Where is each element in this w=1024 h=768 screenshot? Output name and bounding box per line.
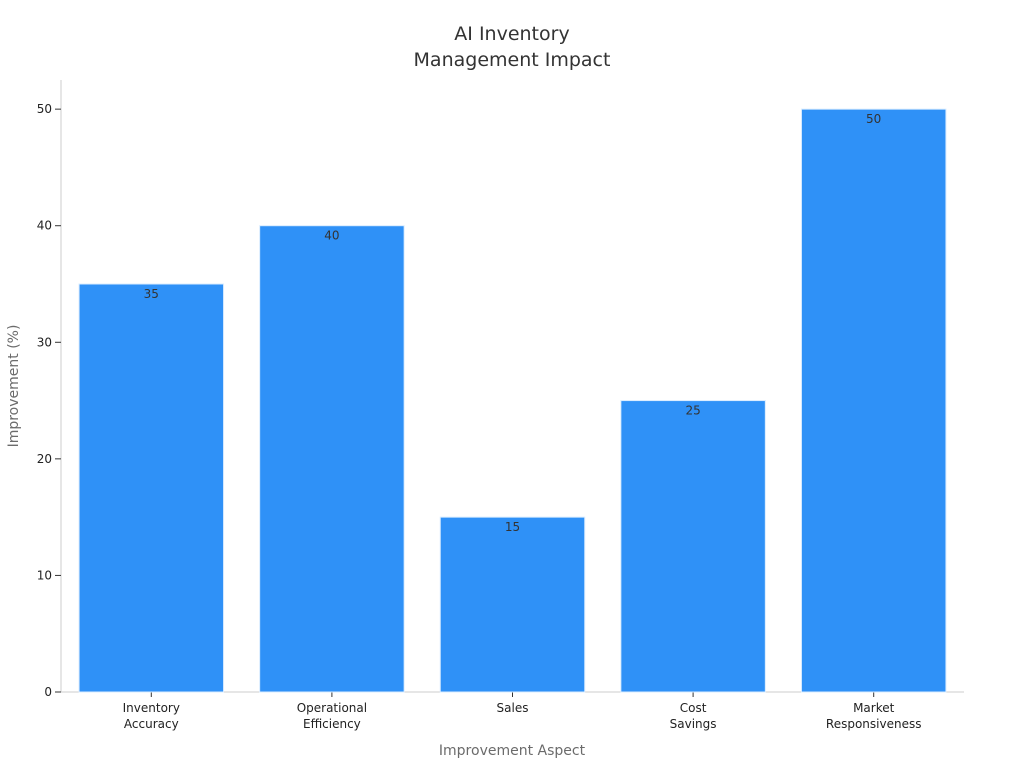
x-tick-label: Market Responsiveness <box>826 701 922 731</box>
chart-title-line-1: AI Inventory <box>454 23 569 45</box>
bars-group <box>78 108 947 693</box>
bar <box>78 283 225 693</box>
x-tick-label-line: Market <box>853 701 895 715</box>
data-label: 40 <box>324 229 339 243</box>
y-tick-label: 0 <box>44 685 52 699</box>
x-tick-label: Sales <box>497 701 529 715</box>
x-axis: Inventory Accuracy Operational Efficiency Sa… <box>61 691 964 731</box>
x-tick-label-line: Operational <box>297 701 367 715</box>
data-label: 15 <box>505 520 520 534</box>
y-tick-label: 40 <box>37 219 52 233</box>
x-tick-label: Operational Efficiency <box>297 701 367 731</box>
data-label: 35 <box>144 287 159 301</box>
data-label: 25 <box>685 404 700 418</box>
data-label: 50 <box>866 112 881 126</box>
x-tick-label-line: Responsiveness <box>826 717 922 731</box>
bar <box>800 108 947 693</box>
x-tick-label-line: Cost <box>680 701 707 715</box>
x-tick-label-line: Accuracy <box>124 717 179 731</box>
x-tick-label-line: Inventory <box>123 701 180 715</box>
y-axis-title: Improvement (%) <box>6 325 22 448</box>
x-tick-label: Cost Savings <box>670 701 717 731</box>
y-axis: 0 10 20 30 40 50 <box>37 80 62 699</box>
y-tick-label: 10 <box>37 568 52 582</box>
y-tick-label: 50 <box>37 102 52 116</box>
bar <box>620 400 766 693</box>
chart-title-line-2: Management Impact <box>414 49 611 71</box>
bar <box>259 225 405 693</box>
y-tick-label: 30 <box>37 335 52 349</box>
chart-title: AI Inventory Management Impact <box>414 23 611 71</box>
x-tick-label-line: Savings <box>670 717 717 731</box>
x-tick-label: Inventory Accuracy <box>123 701 180 731</box>
x-tick-label-line: Sales <box>497 701 529 715</box>
data-labels-group: 35 40 15 25 50 <box>144 112 882 534</box>
x-tick-label-line: Efficiency <box>303 717 361 731</box>
bar <box>439 516 586 693</box>
y-tick-label: 20 <box>37 452 52 466</box>
x-axis-title: Improvement Aspect <box>439 743 586 759</box>
